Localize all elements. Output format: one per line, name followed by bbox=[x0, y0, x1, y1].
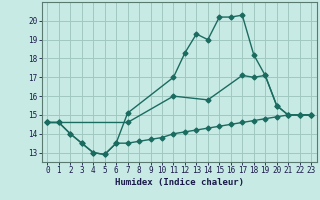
X-axis label: Humidex (Indice chaleur): Humidex (Indice chaleur) bbox=[115, 178, 244, 187]
